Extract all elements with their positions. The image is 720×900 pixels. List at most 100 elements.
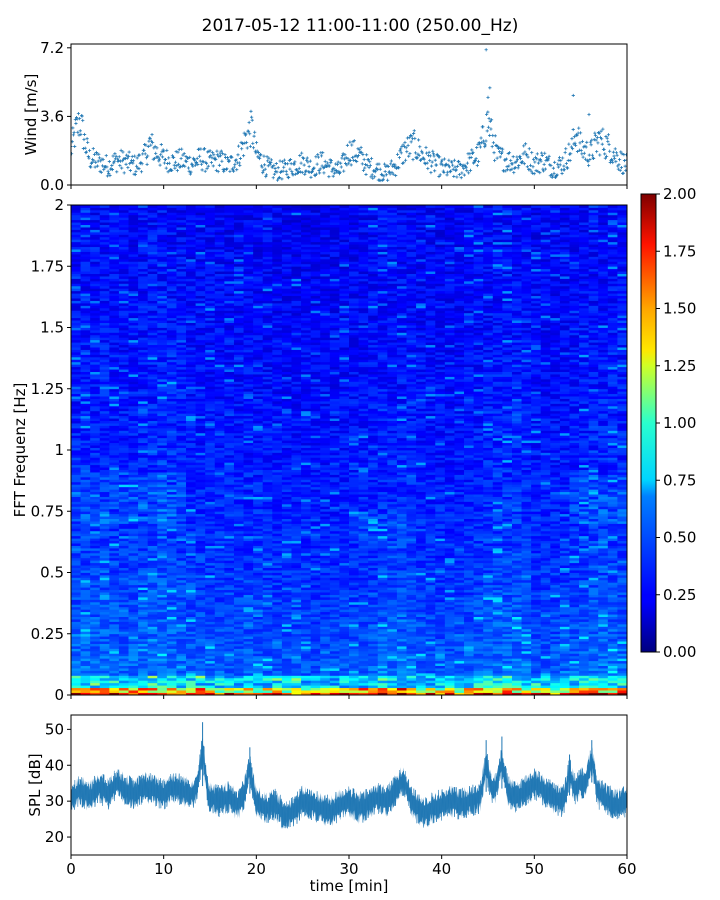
wind-point [361, 168, 366, 172]
spectrogram-cell [128, 579, 139, 583]
wind-point [446, 163, 450, 167]
spectrogram-cell [109, 567, 120, 571]
spectrogram-cell [195, 570, 206, 573]
spectrogram-cell [253, 268, 264, 272]
wind-point [582, 151, 586, 155]
wind-point [618, 168, 622, 172]
spectrogram-cell [71, 258, 82, 262]
wind-point [347, 161, 351, 165]
spectrogram-cell [186, 609, 197, 613]
spectrogram-cell [71, 266, 82, 270]
wind-point [352, 139, 356, 143]
spectrogram-cell [99, 479, 110, 483]
spectrogram-cell [147, 636, 158, 640]
spectrogram-cell [186, 401, 197, 404]
spectrogram-cell [186, 445, 197, 448]
spectrogram-cell [109, 535, 120, 539]
spectrogram-cell [195, 212, 206, 216]
spectrogram-cell [157, 577, 168, 581]
spectrogram-cell [147, 283, 158, 287]
spectrogram-cell [147, 628, 158, 632]
spectrogram-cell [118, 584, 130, 588]
wind-point [621, 171, 625, 175]
spectrogram-cell [147, 582, 158, 586]
spectrogram-cell [243, 548, 254, 551]
wind-point [166, 170, 170, 174]
spectrogram-cell [205, 391, 216, 395]
wind-point [422, 157, 426, 161]
spectrogram-cell [80, 209, 91, 213]
spectrogram-cell [253, 599, 264, 603]
spectrogram-cell [205, 315, 216, 319]
spectrogram-cell [80, 530, 91, 534]
spectrogram-cell [233, 305, 245, 309]
spectrogram-cell [166, 312, 178, 316]
spectrogram-cell [243, 638, 254, 642]
spectrogram-cell [71, 391, 82, 395]
spectrogram-cell [253, 246, 264, 250]
spectrogram-cell [128, 376, 139, 380]
wind-point [215, 153, 220, 157]
spectrogram-cell [157, 347, 168, 350]
spectrogram-cell [233, 668, 245, 671]
spectrogram-cell [128, 207, 139, 211]
spectrogram-cell [233, 219, 245, 223]
spectrogram-cell [205, 530, 216, 534]
wind-point [165, 148, 169, 152]
spectrogram-cell [128, 224, 139, 228]
spectrogram-cell [166, 408, 178, 412]
spectrogram-cell [147, 680, 158, 684]
spectrogram-cell [138, 690, 149, 693]
spectrogram-cell [90, 290, 101, 294]
spectrogram-cell [205, 445, 216, 448]
spectrogram-cell [233, 415, 245, 419]
spectrogram-cell [253, 631, 264, 635]
wind-point [403, 158, 408, 162]
spectrogram-cell [138, 307, 149, 311]
spectrogram-cell [205, 432, 216, 436]
spectrogram-cell [243, 555, 254, 559]
spectrogram-cell [118, 376, 130, 380]
wind-point [551, 166, 556, 170]
spectrogram-cell [147, 614, 158, 617]
spectrogram-cell [90, 658, 101, 662]
spectrogram-cell [262, 582, 273, 586]
spectrogram-cell [166, 398, 178, 402]
spectrogram-cell [253, 484, 264, 488]
wind-point [86, 154, 90, 159]
spectrogram-cell [186, 557, 197, 561]
spectrogram-cell [99, 513, 110, 517]
spectrogram-cell [118, 295, 130, 299]
spectrogram-cell [176, 222, 187, 225]
spectrogram-cell [243, 535, 254, 539]
spectrogram-cell [90, 623, 101, 627]
spectrogram-cell [224, 690, 235, 693]
wind-point [611, 150, 615, 154]
spectrogram-cell [233, 378, 245, 382]
spectrogram-cell [90, 231, 101, 235]
wind-point [99, 159, 103, 163]
spectrogram-cell [166, 628, 178, 632]
spectrogram-cell [186, 663, 197, 666]
spectrogram-cell [214, 528, 225, 532]
wind-point [191, 164, 195, 168]
spectrogram-cell [109, 481, 120, 485]
spectrogram-cell [90, 427, 101, 431]
spectrogram-cell [80, 356, 91, 360]
spectrogram-cell [166, 548, 178, 551]
spectrogram-cell [99, 508, 110, 512]
spectrogram-cell [118, 207, 130, 211]
wind-point [157, 157, 162, 161]
spectrogram-cell [128, 344, 139, 348]
spectrogram-cell [224, 601, 235, 605]
spectrogram-cell [147, 631, 158, 635]
spectrogram-cell [205, 516, 216, 519]
wind-point [340, 156, 344, 160]
spectrogram-cell [205, 403, 216, 407]
spectrogram-cell [262, 663, 273, 666]
spectrogram-cell [262, 658, 273, 662]
spectrogram-cell [253, 285, 264, 289]
spectrogram-cell [166, 616, 178, 620]
spectrogram-cell [71, 212, 82, 216]
spectrogram-cell [80, 307, 91, 311]
